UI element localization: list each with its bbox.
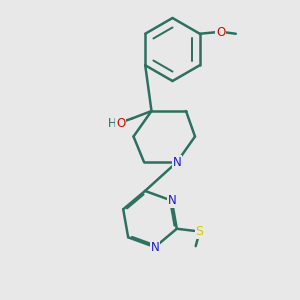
Text: H: H <box>107 117 116 130</box>
Text: N: N <box>167 194 176 207</box>
Text: N: N <box>172 155 182 169</box>
Text: O: O <box>116 117 125 130</box>
Text: N: N <box>151 241 159 254</box>
Text: S: S <box>196 225 204 238</box>
Text: O: O <box>216 26 225 39</box>
